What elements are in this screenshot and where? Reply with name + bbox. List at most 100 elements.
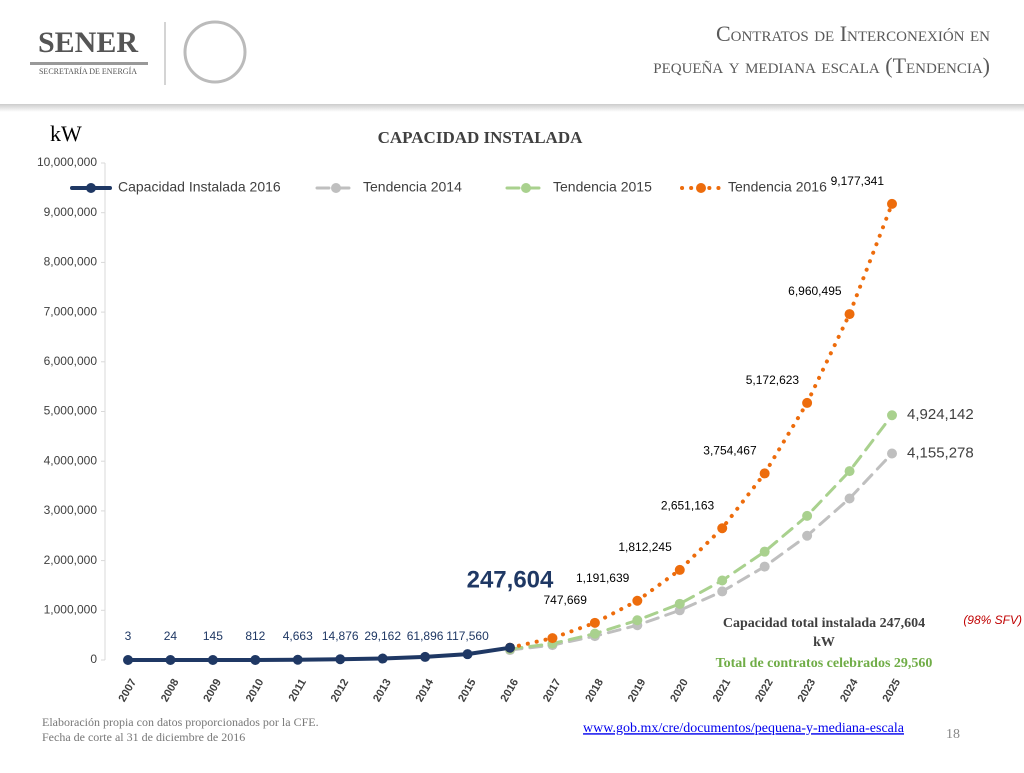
data-label: 117,560 <box>446 629 489 643</box>
data-point <box>462 649 473 660</box>
data-label: 3 <box>125 629 132 643</box>
data-label: 9,177,341 <box>831 174 885 188</box>
x-tick-label: 2021 <box>711 677 734 704</box>
x-tick-label: 2017 <box>541 677 564 704</box>
data-point <box>887 198 897 209</box>
data-label: 812 <box>245 629 265 643</box>
data-point <box>887 410 897 421</box>
data-point <box>123 654 133 665</box>
data-label: 6,960,495 <box>788 284 842 298</box>
data-label-highlight: 247,604 <box>467 566 554 593</box>
logo-rule <box>30 62 148 65</box>
x-tick-label: 2019 <box>626 677 649 704</box>
x-tick-label: 2020 <box>668 677 691 704</box>
y-tick-label: 6,000,000 <box>44 354 98 368</box>
data-point <box>802 530 813 541</box>
x-tick-label: 2024 <box>838 676 861 704</box>
source-link[interactable]: www.gob.mx/cre/documentos/pequena-y-medi… <box>583 721 905 736</box>
x-tick-label: 2008 <box>159 677 182 704</box>
slide-title: pequeña y mediana escala (Tendencia) <box>653 53 990 78</box>
data-point <box>505 642 515 653</box>
x-tick-label: 2014 <box>414 676 437 704</box>
note: (98% SFV) <box>963 613 1022 627</box>
footer: Fecha de corte al 31 de diciembre de 201… <box>42 730 245 744</box>
data-point <box>674 598 685 609</box>
page-number: 18 <box>946 727 960 742</box>
data-point <box>844 466 855 477</box>
data-point <box>717 575 728 586</box>
x-tick-label: 2025 <box>880 677 903 704</box>
series-line <box>508 413 894 651</box>
y-tick-label: 10,000,000 <box>37 155 97 169</box>
data-point <box>377 653 388 664</box>
data-label: 24 <box>164 629 178 643</box>
data-point <box>207 654 218 665</box>
logo-sub: SECRETARÍA DE ENERGÍA <box>39 66 137 76</box>
data-point <box>589 617 600 628</box>
data-point <box>759 546 770 557</box>
data-point <box>717 586 728 597</box>
summary: Capacidad total instalada 247,604 <box>723 616 925 631</box>
data-label: 29,162 <box>364 629 401 643</box>
x-tick-label: 2016 <box>498 677 521 704</box>
series-line <box>508 201 894 650</box>
data-point <box>292 654 303 665</box>
y-tick-label: 0 <box>90 652 97 666</box>
y-axis-label: kW <box>50 121 82 146</box>
x-tick-label: 2009 <box>201 677 224 704</box>
data-point <box>674 564 685 575</box>
y-tick-label: 4,000,000 <box>44 453 98 467</box>
x-tick-label: 2010 <box>244 677 267 704</box>
data-point <box>420 651 431 662</box>
data-point <box>759 468 770 479</box>
data-label: 747,669 <box>543 593 587 607</box>
data-point <box>589 628 600 639</box>
x-tick-label: 2013 <box>371 677 394 704</box>
series-line <box>508 451 894 652</box>
data-point <box>547 633 558 644</box>
plot: 0 1,000,000 2,000,000 3,000,000 4,000,000 5,0… <box>37 155 974 704</box>
y-tick-label: 3,000,000 <box>44 503 98 517</box>
data-point <box>717 523 728 534</box>
data-point <box>844 309 855 320</box>
header-shadow <box>0 104 1024 112</box>
y-tick-label: 1,000,000 <box>44 602 98 616</box>
legend-marker <box>86 183 96 193</box>
data-point <box>844 493 855 504</box>
x-tick-label: 2015 <box>456 677 479 704</box>
data-label: 4,155,278 <box>907 444 974 461</box>
data-label: 4,924,142 <box>907 406 974 423</box>
footer: Elaboración propia con datos proporciona… <box>42 715 319 729</box>
x-tick-label: 2007 <box>116 677 139 704</box>
data-label: 145 <box>203 629 223 643</box>
legend-marker <box>521 183 531 193</box>
chart-title: CAPACIDAD INSTALADA <box>378 128 584 147</box>
legend-label: Capacidad Instalada 2016 <box>118 179 281 195</box>
y-tick-label: 2,000,000 <box>44 553 98 567</box>
legend-label: Tendencia 2015 <box>553 179 652 195</box>
data-label: 5,172,623 <box>746 373 800 387</box>
data-point <box>165 654 176 665</box>
legend-marker <box>696 183 706 193</box>
data-point <box>335 654 346 665</box>
data-point <box>632 595 643 606</box>
data-point <box>250 654 261 665</box>
legend-label: Tendencia 2016 <box>728 179 827 195</box>
data-label: 61,896 <box>407 629 444 643</box>
x-tick-label: 2018 <box>583 677 606 704</box>
legend-marker <box>331 183 341 193</box>
logo: SENER <box>38 26 138 59</box>
summary: Total de contratos celebrados 29,560 <box>716 656 933 671</box>
data-label: 3,754,467 <box>703 444 757 458</box>
data-label: 1,812,245 <box>618 540 672 554</box>
y-tick-label: 8,000,000 <box>44 255 98 269</box>
summary: kW <box>813 635 835 650</box>
data-label: 4,663 <box>283 629 313 643</box>
data-point <box>802 510 813 521</box>
x-tick-label: 2022 <box>753 677 776 704</box>
data-point <box>632 615 643 626</box>
y-tick-label: 7,000,000 <box>44 304 98 318</box>
x-tick-label: 2023 <box>796 677 819 704</box>
